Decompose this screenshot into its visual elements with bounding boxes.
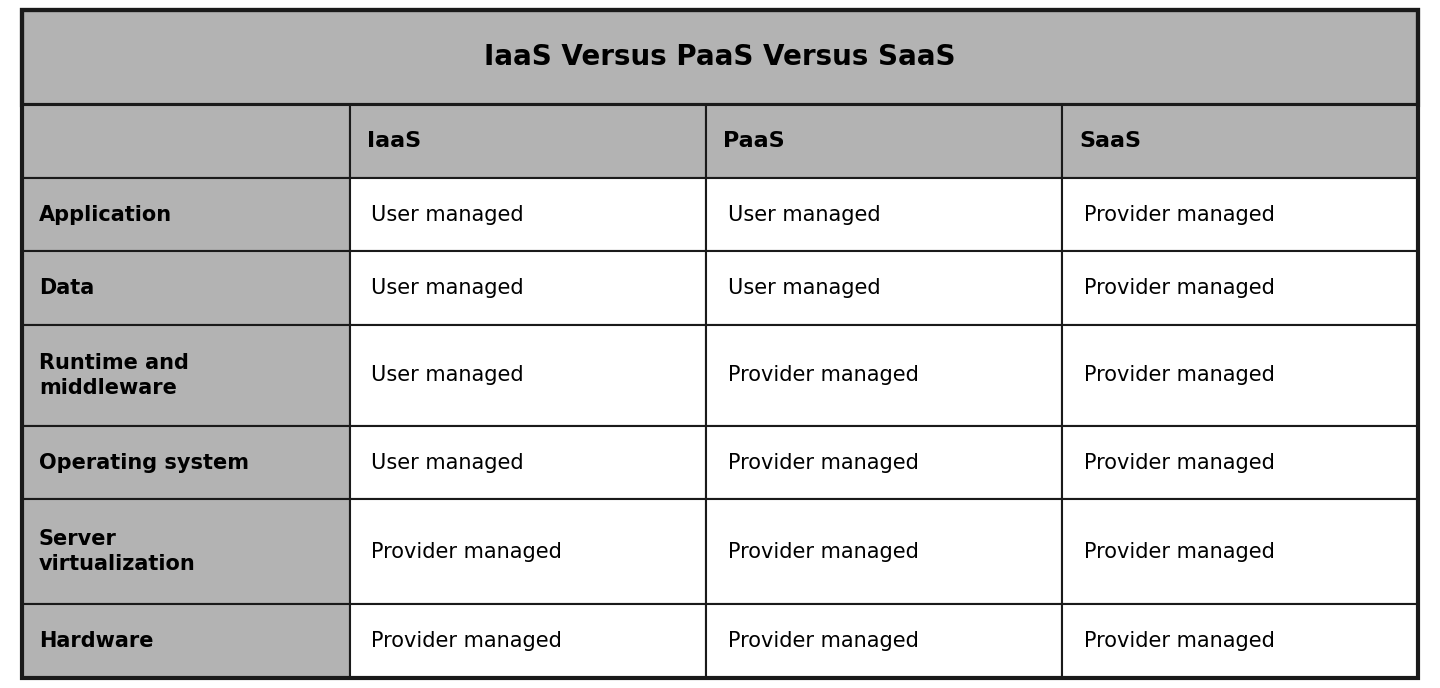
Bar — [706, 325, 1063, 426]
Text: Provider managed: Provider managed — [1084, 365, 1274, 385]
Text: Provider managed: Provider managed — [1084, 453, 1274, 473]
Text: PaaS: PaaS — [723, 131, 785, 151]
Text: Provider managed: Provider managed — [727, 542, 919, 562]
Bar — [1063, 178, 1418, 251]
Text: User managed: User managed — [372, 278, 524, 298]
Text: User managed: User managed — [727, 205, 880, 225]
Bar — [1063, 325, 1418, 426]
Text: Provider managed: Provider managed — [727, 365, 919, 385]
Bar — [22, 325, 350, 426]
Bar — [22, 10, 1418, 105]
Text: Server
virtualization: Server virtualization — [39, 530, 196, 574]
Bar — [706, 178, 1063, 251]
Bar — [22, 251, 350, 325]
Bar — [706, 105, 1063, 178]
Bar — [1063, 426, 1418, 499]
Text: Runtime and
middleware: Runtime and middleware — [39, 353, 189, 398]
Text: User managed: User managed — [727, 278, 880, 298]
Text: Provider managed: Provider managed — [372, 542, 563, 562]
Bar — [1063, 499, 1418, 604]
Bar — [22, 499, 350, 604]
Bar — [706, 499, 1063, 604]
Bar — [22, 604, 350, 678]
Bar — [350, 251, 706, 325]
Text: Operating system: Operating system — [39, 453, 249, 473]
Bar — [350, 105, 706, 178]
Text: Provider managed: Provider managed — [727, 453, 919, 473]
Bar — [706, 251, 1063, 325]
Text: Application: Application — [39, 205, 171, 225]
Text: User managed: User managed — [372, 205, 524, 225]
Bar — [22, 105, 350, 178]
Bar — [350, 499, 706, 604]
Text: IaaS Versus PaaS Versus SaaS: IaaS Versus PaaS Versus SaaS — [484, 43, 956, 72]
Bar — [1063, 105, 1418, 178]
Bar — [706, 426, 1063, 499]
Bar — [350, 325, 706, 426]
Text: SaaS: SaaS — [1080, 131, 1142, 151]
Text: Provider managed: Provider managed — [1084, 205, 1274, 225]
Bar — [1063, 604, 1418, 678]
Text: User managed: User managed — [372, 453, 524, 473]
Text: Hardware: Hardware — [39, 631, 154, 651]
Bar — [350, 178, 706, 251]
Bar — [350, 604, 706, 678]
Bar — [1063, 251, 1418, 325]
Text: User managed: User managed — [372, 365, 524, 385]
Text: Provider managed: Provider managed — [727, 631, 919, 651]
Text: Provider managed: Provider managed — [1084, 631, 1274, 651]
Bar — [350, 426, 706, 499]
Text: Data: Data — [39, 278, 94, 298]
Text: IaaS: IaaS — [367, 131, 422, 151]
Bar — [706, 604, 1063, 678]
Text: Provider managed: Provider managed — [1084, 278, 1274, 298]
Text: Provider managed: Provider managed — [372, 631, 563, 651]
Text: Provider managed: Provider managed — [1084, 542, 1274, 562]
Bar — [22, 178, 350, 251]
Bar — [22, 426, 350, 499]
